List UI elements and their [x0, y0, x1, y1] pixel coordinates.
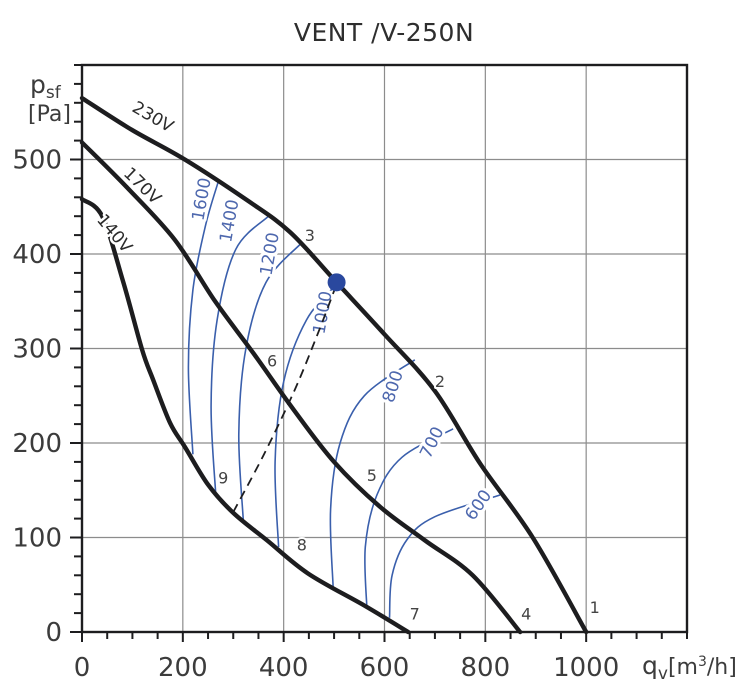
rpm-curve-1400 [210, 215, 270, 493]
x-axis-title: qv[m3/h] [642, 651, 737, 684]
x-tick-label: 600 [360, 653, 410, 683]
x-tick-label: 800 [461, 653, 511, 683]
point-label-2: 2 [435, 372, 445, 391]
plot-border [80, 63, 689, 634]
point-label-4: 4 [521, 605, 531, 624]
y-axis-unit: [Pa] [28, 102, 71, 127]
point-label-1: 1 [590, 598, 600, 617]
rpm-curve-label-1600: 1600 [189, 176, 216, 222]
y-tick-label: 400 [12, 240, 62, 270]
point-label-8: 8 [297, 536, 307, 555]
point-label-5: 5 [367, 466, 377, 485]
x-tick-label: 200 [158, 653, 208, 683]
voltage-curve-140V [79, 197, 411, 635]
voltage-curve-230V [79, 95, 589, 635]
x-tick-label: 1000 [553, 653, 619, 683]
point-label-9: 9 [218, 469, 228, 488]
rpm-curve-700 [364, 428, 454, 609]
y-tick-label: 100 [12, 524, 62, 554]
rpm-curve-label-1200: 1200 [257, 231, 284, 277]
y-tick-label: 200 [12, 429, 62, 459]
rpm-curve-1600 [187, 181, 219, 455]
voltage-curve-170V [79, 140, 523, 635]
chart-title: VENT /V-250N [293, 18, 475, 47]
x-tick-label: 400 [259, 653, 309, 683]
point-label-3: 3 [305, 226, 315, 245]
rpm-curve-1200 [237, 242, 303, 521]
rpm-curve-800 [329, 359, 416, 587]
y-tick-label: 500 [12, 146, 62, 176]
rpm-curve-label-1000: 1000 [310, 290, 337, 336]
rpm-curve-label-600: 600 [461, 486, 496, 524]
rpm-curve-label-800: 800 [379, 368, 408, 405]
point-label-7: 7 [410, 605, 420, 624]
point-label-6: 6 [267, 351, 277, 370]
y-tick-label: 300 [12, 335, 62, 365]
y-tick-label: 0 [45, 618, 62, 648]
operating-point-marker [327, 273, 346, 292]
y-axis-title: psf [30, 70, 62, 103]
rpm-curve-600 [388, 494, 501, 618]
rpm-curve-label-1400: 1400 [216, 198, 243, 244]
rpm-curve-1000 [274, 283, 338, 548]
x-tick-label: 0 [74, 653, 91, 683]
